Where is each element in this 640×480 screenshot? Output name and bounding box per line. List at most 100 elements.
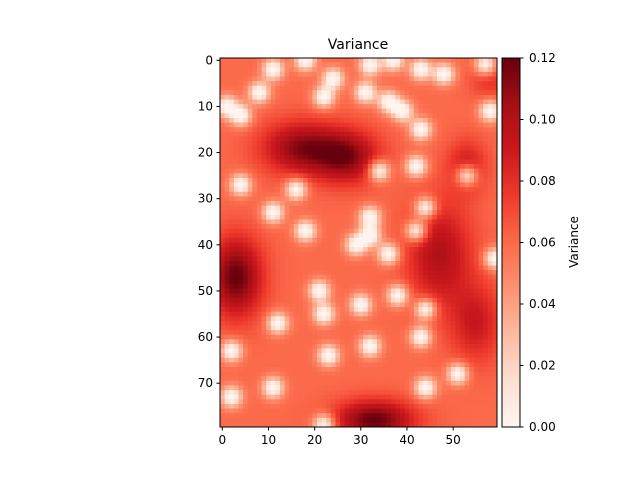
heatmap-cell: [289, 339, 295, 345]
heatmap-cell: [460, 394, 466, 400]
heatmap-cell: [353, 145, 359, 151]
heatmap-cell: [473, 117, 479, 123]
heatmap-cell: [289, 131, 295, 137]
heatmap-cell: [464, 279, 470, 285]
heatmap-cell: [238, 177, 244, 183]
heatmap-cell: [478, 367, 484, 372]
heatmap-cell: [280, 127, 285, 133]
heatmap-cell: [404, 279, 410, 285]
heatmap-cell: [293, 224, 299, 230]
heatmap-cell: [446, 71, 452, 77]
heatmap-cell: [256, 224, 262, 230]
heatmap-cell: [363, 85, 369, 91]
heatmap-cell: [441, 353, 447, 359]
heatmap-cell: [247, 85, 253, 91]
heatmap-cell: [353, 191, 359, 197]
heatmap-cell: [413, 284, 419, 289]
heatmap-cell: [367, 182, 373, 188]
heatmap-cell: [280, 413, 285, 419]
heatmap-cell: [478, 76, 484, 82]
heatmap-cell: [289, 113, 295, 119]
heatmap-cell: [473, 113, 479, 119]
heatmap-cell: [376, 108, 382, 114]
heatmap-cell: [436, 136, 442, 142]
heatmap-cell: [247, 330, 253, 336]
heatmap-cell: [247, 90, 253, 96]
heatmap-cell: [275, 131, 281, 137]
heatmap-cell: [340, 122, 345, 128]
heatmap-cell: [386, 104, 392, 110]
heatmap-cell: [275, 150, 281, 156]
heatmap-cell: [404, 150, 410, 156]
heatmap-cell: [335, 224, 341, 230]
heatmap-cell: [418, 62, 424, 68]
heatmap-cell: [340, 408, 345, 414]
heatmap-cell: [270, 150, 276, 156]
heatmap-cell: [464, 62, 470, 68]
heatmap-cell: [478, 353, 484, 359]
heatmap-cell: [326, 376, 332, 382]
heatmap-cell: [293, 260, 299, 266]
heatmap-cell: [483, 177, 489, 183]
heatmap-cell: [400, 251, 406, 257]
heatmap-cell: [372, 279, 378, 285]
heatmap-cell: [312, 214, 318, 220]
heatmap-cell: [270, 390, 276, 396]
heatmap-cell: [395, 297, 401, 303]
heatmap-cell: [256, 182, 262, 188]
heatmap-cell: [330, 85, 336, 91]
heatmap-cell: [478, 279, 484, 285]
heatmap-cell: [303, 348, 309, 354]
heatmap-cell: [229, 274, 235, 280]
heatmap-cell: [280, 150, 285, 156]
heatmap-cell: [478, 214, 484, 220]
heatmap-cell: [224, 214, 230, 220]
heatmap-cell: [266, 422, 272, 428]
heatmap-cell: [464, 177, 470, 183]
heatmap-cell: [455, 205, 461, 211]
heatmap-cell: [340, 182, 345, 188]
heatmap-cell: [330, 413, 336, 419]
heatmap-cell: [303, 99, 309, 105]
heatmap-cell: [335, 247, 341, 253]
y-tick-label: 40: [198, 238, 213, 252]
heatmap-cell: [335, 242, 341, 248]
heatmap-cell: [326, 104, 332, 110]
heatmap-cell: [353, 270, 359, 276]
heatmap-cell: [367, 136, 373, 142]
heatmap-cell: [395, 187, 401, 193]
heatmap-cell: [395, 348, 401, 354]
heatmap-cell: [233, 353, 239, 359]
heatmap-cell: [450, 214, 456, 220]
heatmap-cell: [473, 311, 479, 317]
heatmap-cell: [224, 122, 230, 128]
heatmap-cell: [492, 417, 498, 423]
heatmap-cell: [450, 417, 456, 423]
heatmap-cell: [270, 348, 276, 354]
heatmap-cell: [427, 94, 433, 100]
heatmap-cell: [224, 76, 230, 82]
heatmap-cell: [358, 362, 364, 368]
heatmap-cell: [436, 270, 442, 276]
heatmap-cell: [298, 339, 304, 345]
heatmap-cell: [492, 325, 498, 331]
heatmap-cell: [321, 394, 327, 400]
heatmap-cell: [275, 284, 281, 289]
heatmap-cell: [233, 177, 239, 183]
heatmap-cell: [409, 113, 415, 119]
heatmap-cell: [340, 371, 345, 377]
heatmap-cell: [316, 117, 322, 123]
heatmap-cell: [483, 357, 489, 363]
heatmap-cell: [233, 219, 239, 225]
heatmap-cell: [464, 251, 470, 257]
heatmap-cell: [344, 164, 350, 170]
heatmap-cell: [220, 348, 225, 354]
heatmap-cell: [349, 131, 355, 137]
heatmap-cell: [418, 228, 424, 234]
heatmap-cell: [340, 141, 345, 146]
heatmap-cell: [492, 200, 498, 206]
heatmap-cell: [446, 122, 452, 128]
heatmap-cell: [330, 380, 336, 386]
heatmap-cell: [340, 85, 345, 91]
heatmap-cell: [386, 62, 392, 68]
